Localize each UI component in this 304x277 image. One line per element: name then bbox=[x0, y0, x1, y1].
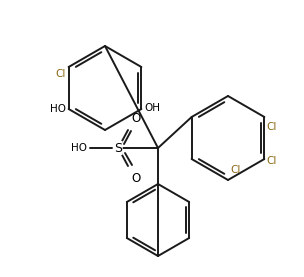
Text: Cl: Cl bbox=[266, 122, 277, 132]
Text: HO: HO bbox=[71, 143, 87, 153]
Text: O: O bbox=[131, 112, 140, 125]
Text: HO: HO bbox=[50, 104, 66, 114]
Text: Cl: Cl bbox=[266, 156, 277, 166]
Text: Cl: Cl bbox=[55, 69, 66, 79]
Text: O: O bbox=[131, 172, 140, 185]
Text: Cl: Cl bbox=[230, 165, 240, 175]
Text: S: S bbox=[114, 142, 122, 155]
Text: OH: OH bbox=[144, 103, 161, 113]
